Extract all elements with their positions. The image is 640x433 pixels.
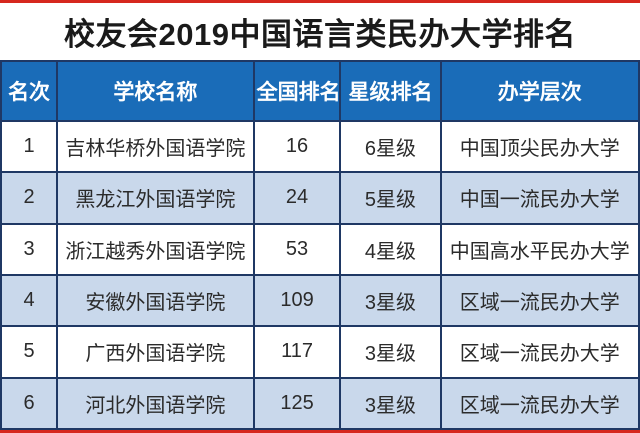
cell-rank: 4 bbox=[0, 273, 59, 328]
table-row: 2 黑龙江外国语学院 24 5星级 中国一流民办大学 bbox=[0, 171, 640, 225]
table-row: 3 浙江越秀外国语学院 53 4星级 中国高水平民办大学 bbox=[0, 222, 640, 276]
page-title: 校友会2019中国语言类民办大学排名 bbox=[64, 17, 576, 52]
cell-level: 中国顶尖民办大学 bbox=[439, 119, 640, 174]
cell-national-rank: 53 bbox=[252, 222, 342, 276]
cell-school: 浙江越秀外国语学院 bbox=[56, 222, 255, 276]
cell-school: 吉林华桥外国语学院 bbox=[56, 119, 255, 174]
cell-level: 区域一流民办大学 bbox=[439, 325, 640, 379]
cell-rank: 1 bbox=[0, 119, 59, 174]
table-row: 6 河北外国语学院 125 3星级 区域一流民办大学 bbox=[0, 376, 640, 431]
cell-rank: 6 bbox=[0, 376, 59, 431]
title-band: 校友会2019中国语言类民办大学排名 bbox=[0, 3, 640, 60]
header-row: 名次 学校名称 全国排名 星级排名 办学层次 bbox=[0, 60, 640, 122]
cell-rank: 3 bbox=[0, 222, 59, 276]
header-cell-star-rank: 星级排名 bbox=[339, 60, 442, 122]
cell-star-rank: 6星级 bbox=[339, 119, 442, 174]
cell-star-rank: 3星级 bbox=[339, 376, 442, 431]
cell-national-rank: 109 bbox=[252, 273, 342, 328]
cell-level: 中国高水平民办大学 bbox=[439, 222, 640, 276]
ranking-table: 名次 学校名称 全国排名 星级排名 办学层次 1 吉林华桥外国语学院 16 6星… bbox=[0, 60, 640, 431]
cell-school: 广西外国语学院 bbox=[56, 325, 255, 379]
table-row: 4 安徽外国语学院 109 3星级 区域一流民办大学 bbox=[0, 273, 640, 328]
cell-school: 河北外国语学院 bbox=[56, 376, 255, 431]
cell-level: 区域一流民办大学 bbox=[439, 376, 640, 431]
cell-national-rank: 125 bbox=[252, 376, 342, 431]
cell-level: 区域一流民办大学 bbox=[439, 273, 640, 328]
table-row: 5 广西外国语学院 117 3星级 区域一流民办大学 bbox=[0, 325, 640, 379]
bottom-red-stripe bbox=[0, 430, 640, 433]
cell-rank: 2 bbox=[0, 171, 59, 225]
top-red-stripe bbox=[0, 0, 640, 3]
cell-star-rank: 3星级 bbox=[339, 325, 442, 379]
cell-national-rank: 16 bbox=[252, 119, 342, 174]
cell-school: 黑龙江外国语学院 bbox=[56, 171, 255, 225]
cell-school: 安徽外国语学院 bbox=[56, 273, 255, 328]
cell-national-rank: 24 bbox=[252, 171, 342, 225]
cell-star-rank: 3星级 bbox=[339, 273, 442, 328]
header-cell-level: 办学层次 bbox=[439, 60, 640, 122]
cell-national-rank: 117 bbox=[252, 325, 342, 379]
header-cell-rank: 名次 bbox=[0, 60, 59, 122]
header-cell-school: 学校名称 bbox=[56, 60, 255, 122]
cell-star-rank: 4星级 bbox=[339, 222, 442, 276]
header-cell-national-rank: 全国排名 bbox=[252, 60, 342, 122]
table-row: 1 吉林华桥外国语学院 16 6星级 中国顶尖民办大学 bbox=[0, 119, 640, 174]
cell-rank: 5 bbox=[0, 325, 59, 379]
cell-star-rank: 5星级 bbox=[339, 171, 442, 225]
cell-level: 中国一流民办大学 bbox=[439, 171, 640, 225]
